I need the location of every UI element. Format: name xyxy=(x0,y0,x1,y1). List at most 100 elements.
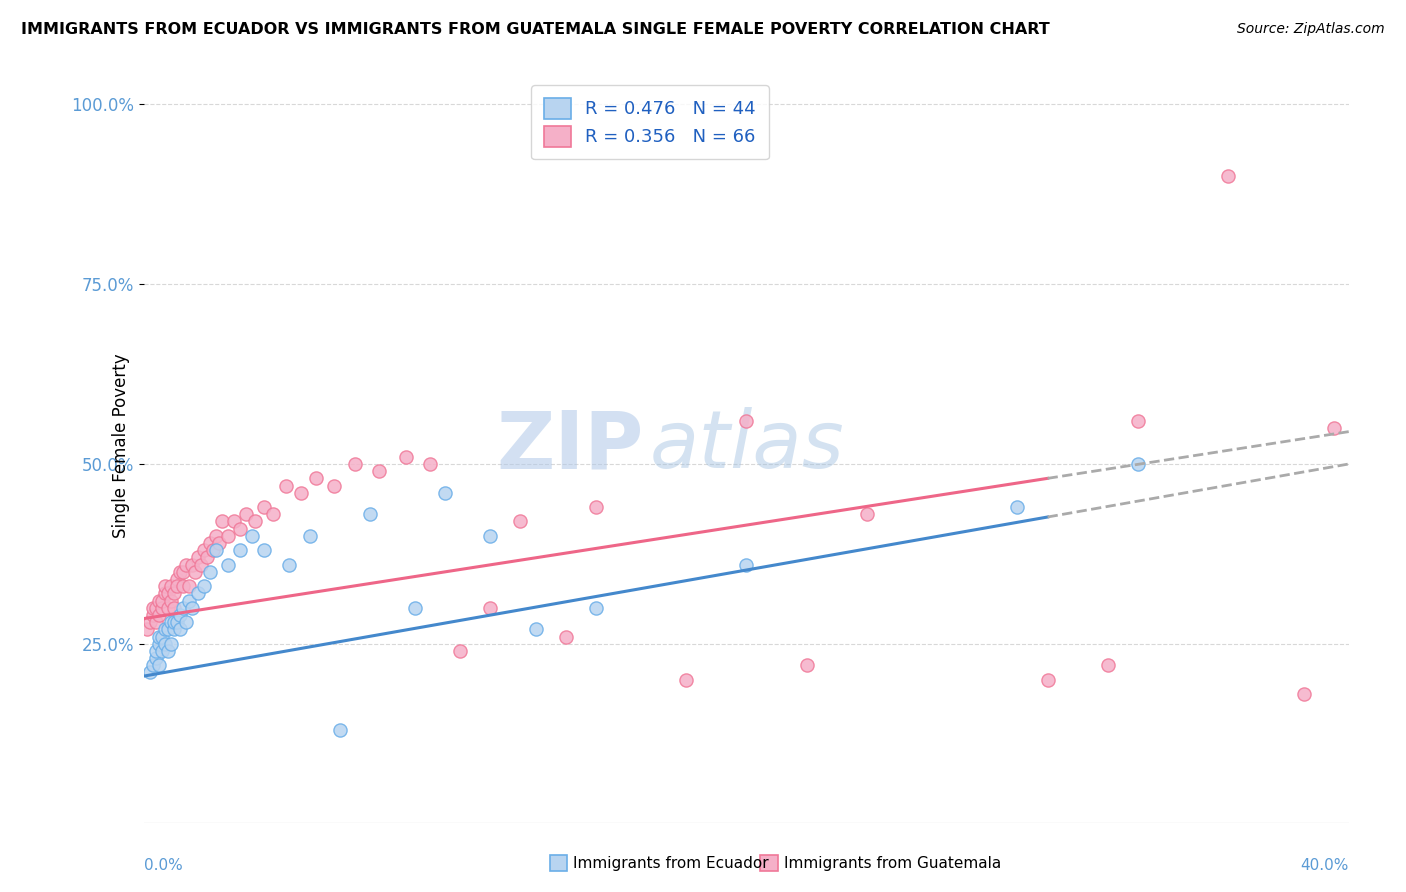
Point xyxy=(245,515,267,529)
Point xyxy=(187,586,209,600)
Point xyxy=(169,607,191,622)
Point xyxy=(142,658,165,673)
Text: 40.0%: 40.0% xyxy=(1301,858,1348,872)
Point xyxy=(235,508,257,522)
Point xyxy=(150,600,173,615)
Point xyxy=(163,586,186,600)
Point xyxy=(305,471,328,485)
Point xyxy=(160,615,183,629)
Point xyxy=(174,558,197,572)
Point xyxy=(145,600,167,615)
Point xyxy=(163,623,186,637)
Text: IMMIGRANTS FROM ECUADOR VS IMMIGRANTS FROM GUATEMALA SINGLE FEMALE POVERTY CORRE: IMMIGRANTS FROM ECUADOR VS IMMIGRANTS FR… xyxy=(21,22,1050,37)
Legend: R = 0.476   N = 44, R = 0.356   N = 66: R = 0.476 N = 44, R = 0.356 N = 66 xyxy=(531,85,769,160)
Point xyxy=(1036,673,1059,687)
Point xyxy=(479,529,502,543)
Point xyxy=(153,579,176,593)
Point xyxy=(253,543,276,558)
Point xyxy=(208,536,231,550)
Point xyxy=(524,623,547,637)
Point xyxy=(193,543,215,558)
Point xyxy=(263,508,285,522)
Point xyxy=(163,600,186,615)
Point xyxy=(150,630,173,644)
Text: Source: ZipAtlas.com: Source: ZipAtlas.com xyxy=(1237,22,1385,37)
Point xyxy=(153,623,176,637)
Point xyxy=(675,673,697,687)
Point xyxy=(211,515,233,529)
Point xyxy=(157,600,180,615)
Point xyxy=(145,644,167,658)
Point xyxy=(187,550,209,565)
Point xyxy=(153,637,176,651)
Point xyxy=(1292,687,1315,701)
Point xyxy=(142,600,165,615)
Point xyxy=(145,615,167,629)
Point xyxy=(148,658,170,673)
Point xyxy=(136,623,159,637)
Point xyxy=(205,529,228,543)
Point xyxy=(1126,457,1149,471)
Point xyxy=(509,515,531,529)
Point xyxy=(163,615,186,629)
Point xyxy=(404,600,426,615)
Point xyxy=(166,579,188,593)
Point xyxy=(157,586,180,600)
Point xyxy=(1007,500,1029,515)
Point xyxy=(139,615,162,629)
Point xyxy=(142,607,165,622)
Point xyxy=(205,543,228,558)
Point xyxy=(169,565,191,579)
Point xyxy=(217,529,239,543)
Point xyxy=(290,485,312,500)
Point xyxy=(585,600,607,615)
Point xyxy=(585,500,607,515)
Point xyxy=(148,607,170,622)
Point xyxy=(184,565,207,579)
Point xyxy=(139,665,162,680)
Point xyxy=(735,558,758,572)
Text: ZIP: ZIP xyxy=(496,407,644,485)
Text: Immigrants from Guatemala: Immigrants from Guatemala xyxy=(783,856,1001,871)
Point xyxy=(224,515,246,529)
Point xyxy=(796,658,818,673)
Point xyxy=(166,572,188,586)
Point xyxy=(322,478,344,492)
Point xyxy=(172,579,194,593)
Point xyxy=(160,637,183,651)
Point xyxy=(735,414,758,428)
Point xyxy=(434,485,457,500)
Point xyxy=(253,500,276,515)
Point xyxy=(343,457,366,471)
Point xyxy=(359,508,381,522)
Point xyxy=(1218,169,1240,184)
Point xyxy=(193,579,215,593)
Point xyxy=(229,543,252,558)
Point xyxy=(202,543,225,558)
Point xyxy=(181,600,204,615)
Point xyxy=(181,558,204,572)
Point xyxy=(153,586,176,600)
Point xyxy=(200,536,222,550)
Point xyxy=(1097,658,1119,673)
Point xyxy=(148,630,170,644)
Point xyxy=(217,558,239,572)
Point xyxy=(157,644,180,658)
Point xyxy=(367,464,389,478)
Text: atlas: atlas xyxy=(650,407,845,485)
Point xyxy=(174,615,197,629)
Point xyxy=(200,565,222,579)
Point xyxy=(277,558,299,572)
Point xyxy=(179,579,201,593)
Point xyxy=(148,637,170,651)
Point xyxy=(172,600,194,615)
Text: 0.0%: 0.0% xyxy=(143,858,183,872)
Point xyxy=(166,615,188,629)
Point xyxy=(449,644,471,658)
Point xyxy=(419,457,441,471)
Point xyxy=(157,623,180,637)
Point xyxy=(169,623,191,637)
Point xyxy=(1323,421,1346,435)
Point xyxy=(242,529,264,543)
Point xyxy=(150,644,173,658)
